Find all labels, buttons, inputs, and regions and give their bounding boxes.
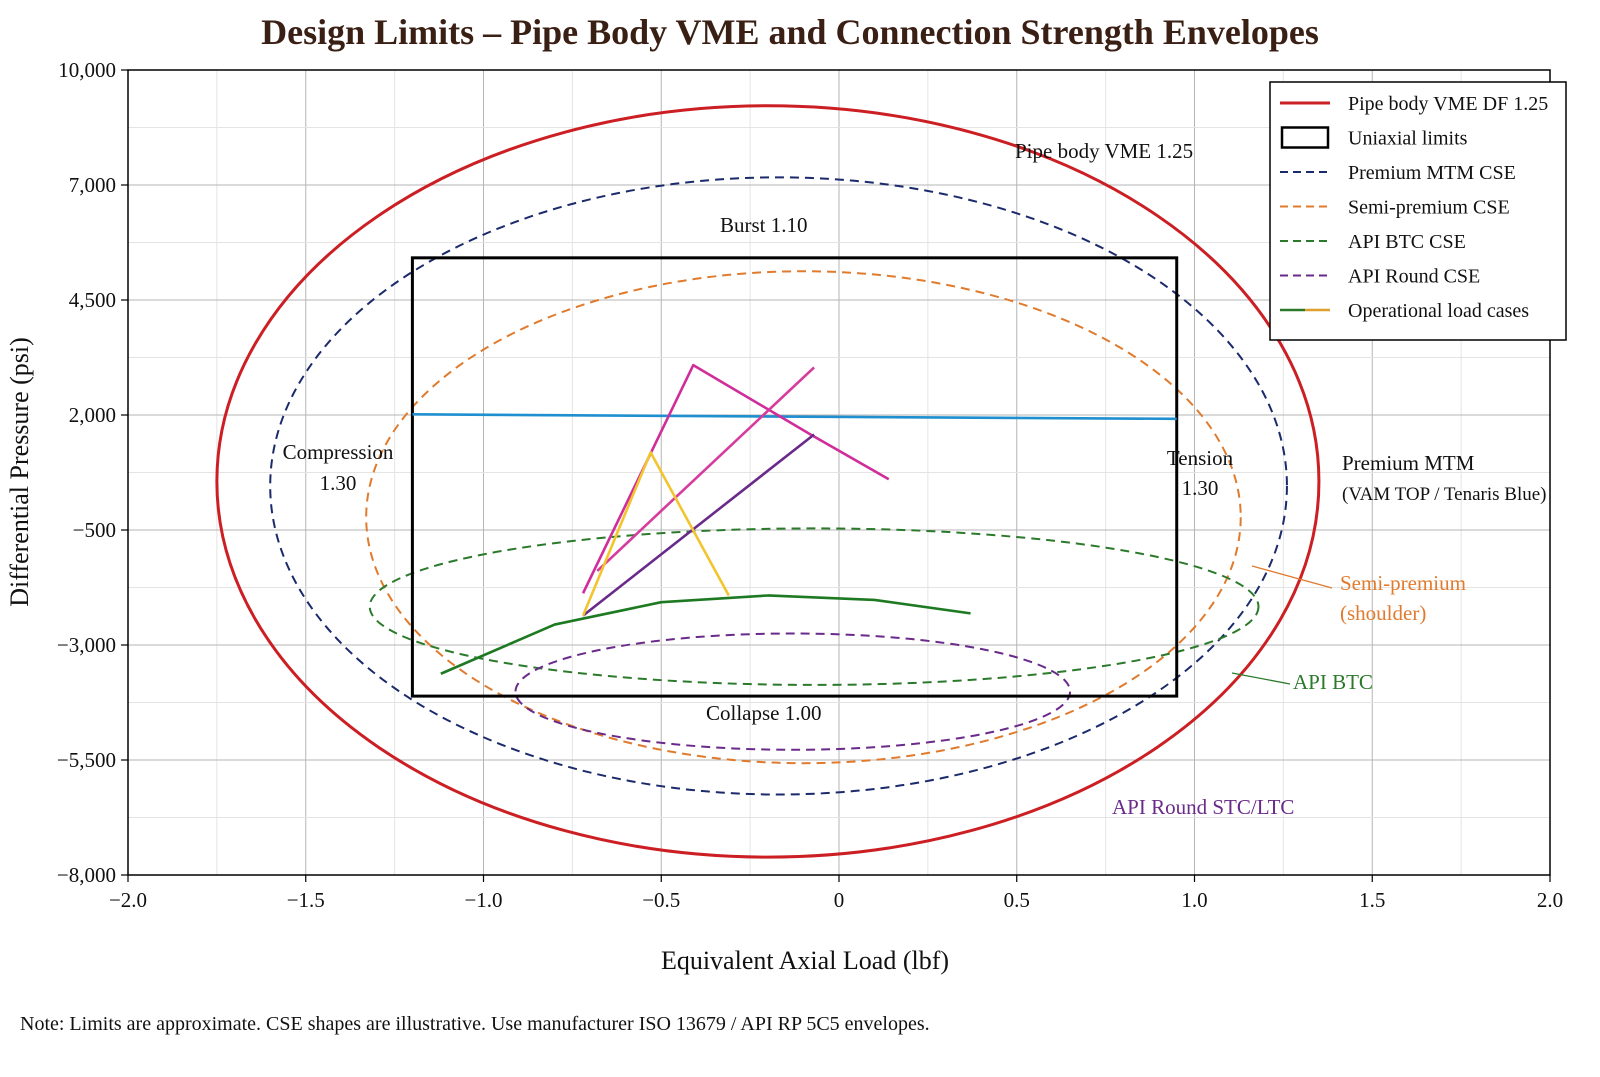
footnote: Note: Limits are approximate. CSE shapes… <box>20 1013 930 1035</box>
api-round-label: API Round STC/LTC <box>1112 795 1294 819</box>
collapse-label: Collapse 1.00 <box>706 701 822 725</box>
legend-label: Semi-premium CSE <box>1348 197 1510 219</box>
load-case-line-4 <box>582 433 815 617</box>
premium-label: Premium MTM <box>1342 451 1475 475</box>
legend-label: API BTC CSE <box>1348 231 1466 253</box>
legend-label: Premium MTM CSE <box>1348 162 1516 184</box>
x-tick-label: 0.5 <box>1004 888 1030 912</box>
legend-label: Pipe body VME DF 1.25 <box>1348 93 1548 115</box>
y-tick-label: −3,000 <box>57 633 116 657</box>
envelope-api-round-cse <box>514 632 1072 751</box>
y-tick-label: 2,000 <box>69 403 116 427</box>
x-tick-label: −2.0 <box>109 888 147 912</box>
load-cases <box>412 363 1177 675</box>
legend-label: API Round CSE <box>1348 266 1480 288</box>
legend-label: Operational load cases <box>1348 300 1529 322</box>
x-tick-label: −1.5 <box>287 888 325 912</box>
envelope-pipe-body-vme-df-1-25 <box>215 104 1321 859</box>
x-tick-label: −0.5 <box>642 888 680 912</box>
y-tick-label: −500 <box>73 518 116 542</box>
load-case-line-3 <box>596 366 816 572</box>
chart-title: Design Limits – Pipe Body VME and Connec… <box>261 12 1319 52</box>
legend: Pipe body VME DF 1.25 Uniaxial limits Prem… <box>1269 81 1567 341</box>
y-tick-label: 7,000 <box>69 173 116 197</box>
semi-premium-subtitle: (shoulder) <box>1340 601 1426 625</box>
x-tick-label: 2.0 <box>1537 888 1563 912</box>
semi-premium-leader <box>1251 565 1333 589</box>
x-tick-label: 1.5 <box>1359 888 1385 912</box>
y-tick-label: 10,000 <box>58 58 116 82</box>
api-btc-label: API BTC <box>1293 670 1373 694</box>
compression-value: 1.30 <box>320 471 357 495</box>
y-tick-label: −5,500 <box>57 748 116 772</box>
envelope-api-btc-cse <box>368 527 1260 686</box>
premium-subtitle: (VAM TOP / Tenaris Blue) <box>1342 484 1547 505</box>
tension-value: 1.30 <box>1182 476 1219 500</box>
load-case-line-2 <box>581 363 890 594</box>
compression-label: Compression <box>283 440 394 464</box>
envelope-premium-mtm-cse <box>269 176 1288 796</box>
x-axis: −2.0 −1.5 −1.0 −0.5 0 0.5 1.0 1.5 2.0 <box>109 875 1563 912</box>
x-tick-label: −1.0 <box>464 888 502 912</box>
load-case-line-6 <box>440 594 971 675</box>
envelopes <box>215 104 1321 859</box>
tension-label: Tension <box>1167 446 1234 470</box>
semi-premium-label: Semi-premium <box>1340 571 1466 595</box>
load-case-line-5 <box>581 451 730 617</box>
x-tick-label: 1.0 <box>1181 888 1207 912</box>
envelope-semi-premium-cse <box>365 270 1242 765</box>
x-tick-label: 0 <box>834 888 845 912</box>
burst-label: Burst 1.10 <box>720 213 808 237</box>
y-tick-label: −8,000 <box>57 863 116 887</box>
x-axis-title: Equivalent Axial Load (lbf) <box>661 946 949 975</box>
legend-label: Uniaxial limits <box>1348 128 1468 150</box>
uniaxial-limits-box <box>410 256 1179 698</box>
y-axis-title: Differential Pressure (psi) <box>5 337 34 607</box>
legend-swatch-box <box>1280 126 1330 149</box>
load-case-line-1 <box>412 413 1177 421</box>
legend-frame <box>1269 81 1567 341</box>
api-btc-leader <box>1231 672 1291 685</box>
pipe-body-label: Pipe body VME 1.25 <box>1015 139 1193 163</box>
y-axis: 10,000 7,000 4,500 2,000 −500 −3,000 −5,500 −8,… <box>57 58 128 887</box>
y-tick-label: 4,500 <box>69 288 116 312</box>
